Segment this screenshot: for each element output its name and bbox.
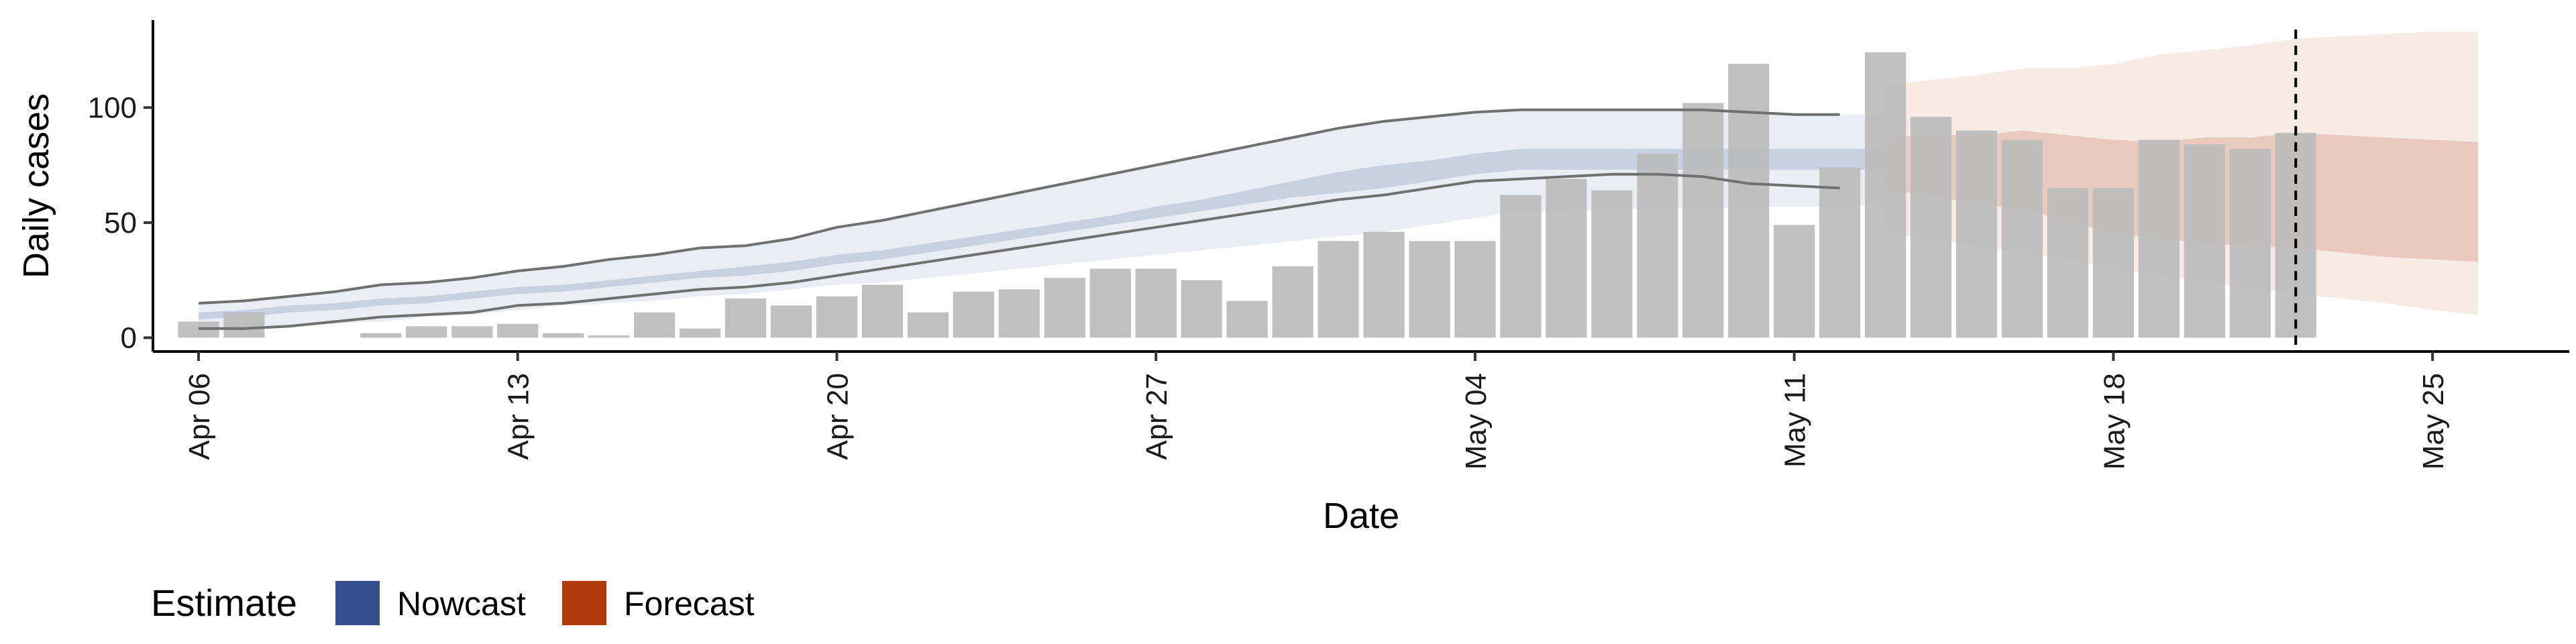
x-axis-title: Date bbox=[1323, 496, 1399, 536]
bar bbox=[1181, 280, 1222, 338]
x-tick-label: May 04 bbox=[1460, 373, 1493, 470]
bar bbox=[1774, 225, 1815, 338]
bar bbox=[2092, 188, 2134, 338]
nowcast-band-90 bbox=[199, 109, 1886, 329]
x-tick-label: Apr 27 bbox=[1140, 373, 1173, 460]
bar bbox=[861, 284, 903, 338]
bar bbox=[2138, 140, 2180, 338]
bars bbox=[178, 52, 2316, 338]
legend: Estimate Nowcast Forecast bbox=[151, 581, 755, 625]
bar bbox=[2229, 149, 2271, 338]
bar bbox=[223, 312, 265, 338]
bar bbox=[1682, 103, 1724, 338]
bar bbox=[1546, 178, 1587, 338]
bar bbox=[543, 333, 584, 338]
bar bbox=[1089, 268, 1131, 338]
bar bbox=[1591, 190, 1633, 338]
bar bbox=[953, 291, 994, 338]
bar bbox=[1044, 278, 1085, 338]
x-tick-label: May 25 bbox=[2417, 373, 2450, 470]
y-tick-label: 0 bbox=[121, 321, 137, 354]
x-tick-label: Apr 13 bbox=[502, 373, 535, 460]
bar bbox=[497, 323, 539, 338]
bar bbox=[680, 328, 721, 338]
bar bbox=[1819, 167, 1861, 338]
bar bbox=[588, 335, 630, 338]
legend-label-forecast: Forecast bbox=[624, 585, 755, 623]
y-tick-label: 100 bbox=[88, 91, 137, 124]
axes: 0 50 100 Apr 06 Apr 13 Apr 20 Apr 27 May 04 May … bbox=[16, 20, 2569, 536]
bar bbox=[1637, 154, 1678, 338]
bar bbox=[2184, 144, 2225, 338]
x-tick-label: May 11 bbox=[1779, 373, 1812, 468]
bar bbox=[2047, 188, 2088, 338]
bar bbox=[998, 289, 1040, 338]
bar bbox=[1272, 266, 1313, 338]
legend-label-nowcast: Nowcast bbox=[397, 585, 526, 623]
bar bbox=[1363, 231, 1405, 338]
bar bbox=[451, 326, 493, 338]
bar bbox=[1409, 241, 1450, 338]
bar bbox=[1910, 117, 1952, 338]
bar bbox=[634, 312, 676, 338]
bar bbox=[770, 305, 812, 338]
lines bbox=[198, 30, 2298, 352]
x-tick-label: Apr 20 bbox=[821, 373, 854, 460]
bar bbox=[1728, 64, 1770, 338]
bar bbox=[1500, 195, 1542, 338]
nowcast-band-50 bbox=[199, 149, 1886, 319]
x-tick-label: Apr 06 bbox=[183, 373, 216, 460]
bar bbox=[724, 299, 767, 338]
bar bbox=[1135, 268, 1177, 338]
upper-line bbox=[198, 108, 1840, 305]
bar bbox=[1226, 301, 1268, 338]
legend-title: Estimate bbox=[151, 582, 297, 624]
bar bbox=[907, 312, 949, 338]
y-axis-title: Daily cases bbox=[16, 93, 56, 278]
legend-key-nowcast bbox=[335, 581, 380, 625]
bar bbox=[816, 296, 858, 338]
bar bbox=[1865, 52, 1907, 338]
bar bbox=[1955, 130, 1998, 338]
bar bbox=[1318, 241, 1359, 338]
bar bbox=[360, 333, 402, 338]
bar bbox=[2001, 140, 2043, 338]
bar bbox=[1454, 241, 1496, 338]
legend-key-forecast bbox=[562, 581, 606, 625]
bar bbox=[406, 326, 447, 338]
x-tick-label: May 18 bbox=[2098, 373, 2131, 470]
y-tick-label: 50 bbox=[104, 207, 137, 239]
lower-line bbox=[199, 172, 1840, 330]
